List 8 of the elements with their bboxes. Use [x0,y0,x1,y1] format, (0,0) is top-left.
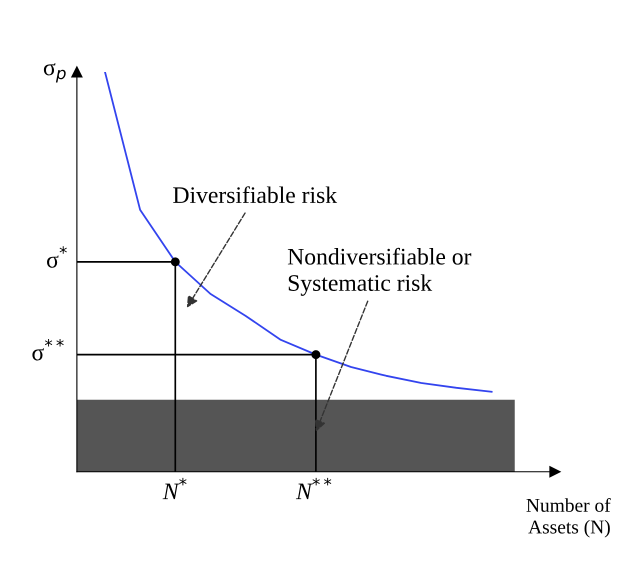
annotation: Diversifiable risk [173,186,338,204]
y-axis-title: σ$_{p}$ [44,63,66,82]
ref-line-label: σ$^{*}$ [47,246,67,268]
x-tick-label: N$^{*}$ [162,478,187,500]
ref-line-label: σ$^{**}$ [32,338,64,361]
x-axis-title: Number of Assets (N) [526,498,611,538]
x-tick-label: N$^{**}$ [296,478,332,500]
annotation: Nondiversifiable or Systematic risk [288,248,472,296]
